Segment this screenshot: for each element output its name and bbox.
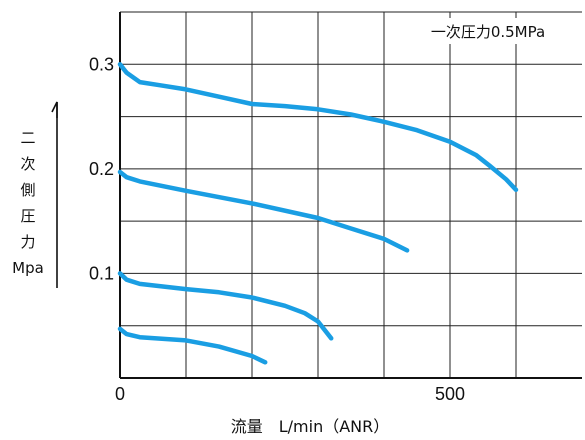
y-axis-arrow: [51, 101, 58, 288]
series-line-1: [117, 62, 519, 193]
series-line-4: [117, 326, 268, 365]
series-line-2: [117, 169, 410, 253]
y-tick-label: 0.2: [89, 159, 114, 179]
y-axis-label-char: 二: [20, 129, 35, 147]
series-line-3: [117, 271, 334, 341]
chart-tick-labels: 0.1 0.2 0.3 0 500: [89, 54, 465, 404]
y-axis-label-char: 圧: [20, 207, 35, 225]
x-tick-label: 500: [435, 384, 465, 404]
y-axis-label-char: 側: [20, 181, 35, 199]
y-axis-label-char: Mpa: [12, 259, 44, 277]
x-tick-label: 0: [115, 384, 125, 404]
y-axis-label-char: 次: [20, 155, 35, 173]
chart-series: [117, 62, 519, 365]
y-axis-label-char: 力: [20, 233, 35, 251]
annotation-box: [405, 18, 570, 44]
y-tick-label: 0.1: [89, 263, 114, 283]
chart-axes: [119, 12, 582, 379]
x-axis-label: 流量 L/min（ANR）: [231, 417, 390, 436]
chart-grid: [120, 11, 582, 378]
pressure-annotation: 一次圧力0.5MPa: [431, 23, 545, 41]
y-tick-label: 0.3: [89, 54, 114, 74]
